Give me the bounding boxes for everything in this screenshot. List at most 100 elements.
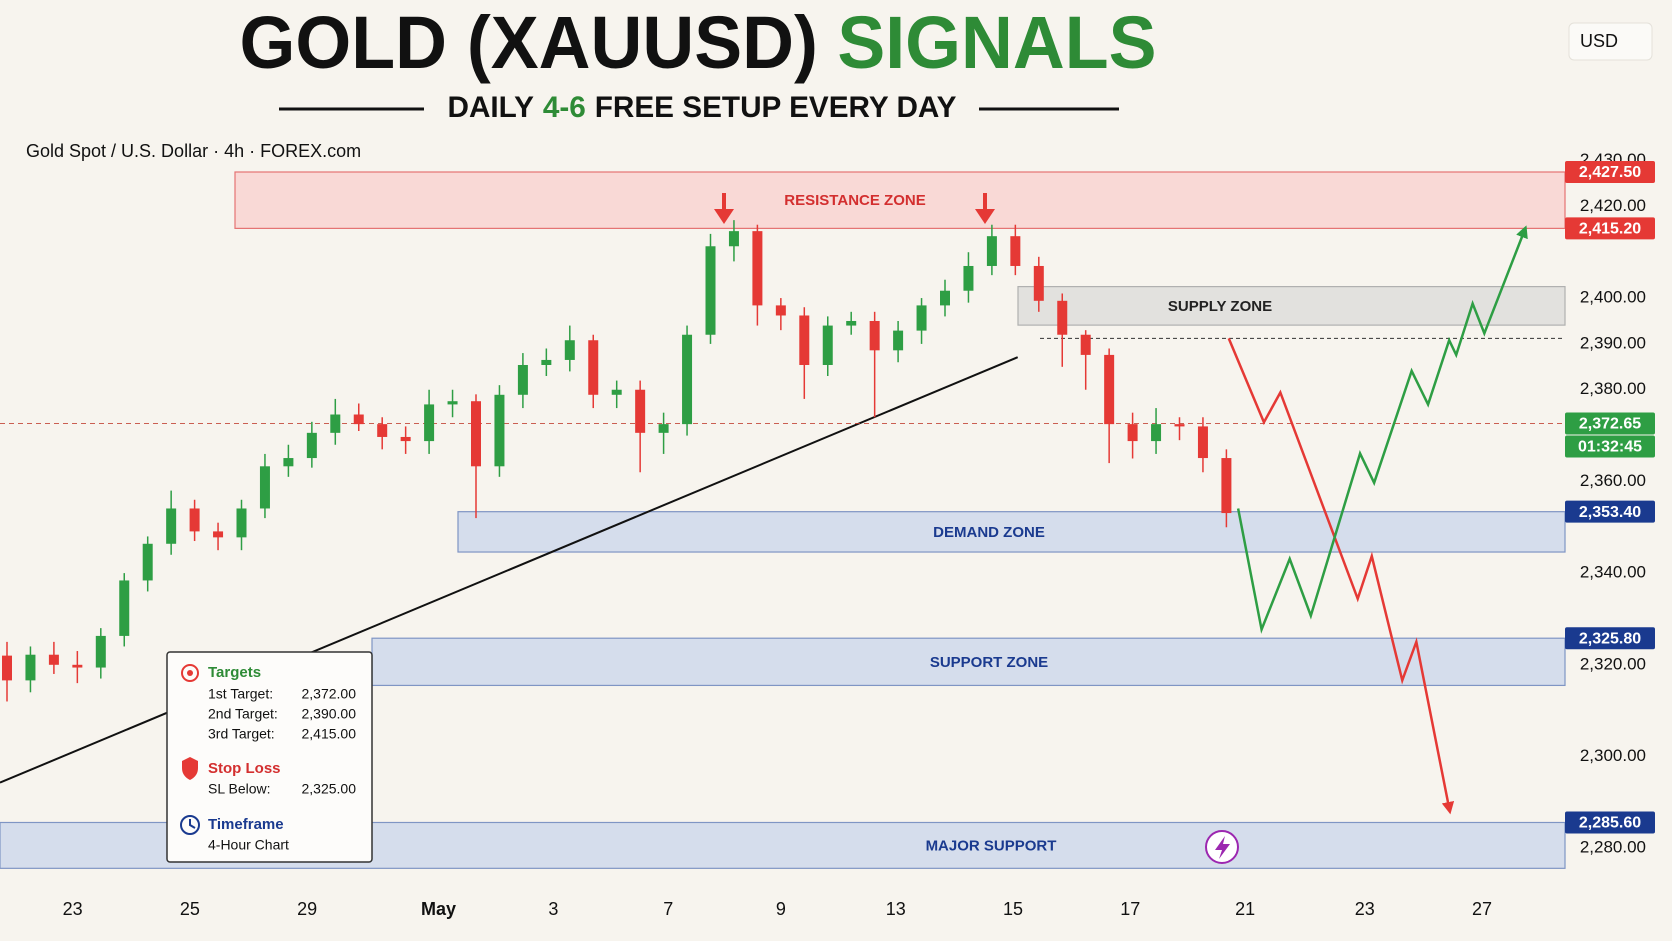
info-label: 1st Target:: [208, 686, 273, 702]
zone-label: SUPPORT ZONE: [930, 654, 1048, 671]
candle-body: [893, 330, 904, 351]
candle-body: [752, 231, 763, 306]
candle-body: [377, 424, 388, 437]
zone-label: MAJOR SUPPORT: [926, 837, 1057, 854]
candle-body: [48, 654, 59, 665]
zone-label: RESISTANCE ZONE: [784, 192, 925, 209]
zone: [371, 637, 1566, 687]
candle-body: [306, 432, 317, 459]
info-value: 2,325.00: [302, 781, 357, 797]
target-icon-dot: [187, 670, 193, 676]
candle-body: [940, 290, 950, 306]
candle-body: [213, 531, 224, 538]
candle-body: [2, 655, 12, 681]
candle-body: [564, 340, 575, 360]
info-value: 2,390.00: [302, 706, 357, 722]
price-badge-label: 2,285.60: [1579, 815, 1641, 832]
countdown-label: 01:32:45: [1578, 439, 1642, 456]
zone: [234, 171, 1566, 229]
candle-body: [658, 424, 669, 433]
title-part: SIGNALS: [837, 1, 1156, 84]
x-tick-label: 13: [886, 899, 906, 919]
candle-body: [1197, 426, 1208, 459]
clock-hands: [189, 819, 196, 829]
candle-body: [1080, 334, 1091, 355]
subtitle-part: FREE SETUP EVERY DAY: [595, 91, 957, 124]
price-badge: [1565, 161, 1655, 184]
candle-body: [283, 458, 294, 467]
price-badge: [1565, 412, 1655, 435]
x-tick-label: 23: [63, 899, 83, 919]
info-heading: Stop Loss: [208, 760, 281, 777]
price-badge-label: 2,415.20: [1579, 221, 1641, 238]
clock-icon: [180, 815, 200, 835]
price-badge-label: 2,325.80: [1579, 630, 1641, 647]
y-tick-label: 2,420.00: [1580, 196, 1646, 215]
x-tick-label: 15: [1003, 899, 1023, 919]
candle-body: [1221, 458, 1232, 514]
y-tick-label: 2,280.00: [1580, 838, 1646, 857]
currency-label[interactable]: USD: [1580, 31, 1618, 51]
candle-body: [588, 340, 599, 395]
zone-label: DEMAND ZONE: [933, 524, 1045, 541]
info-label: 4-Hour Chart: [208, 837, 289, 853]
price-badge: [1565, 217, 1655, 240]
x-tick-label: 29: [297, 899, 317, 919]
subtitle-part: 4-6: [543, 91, 586, 124]
candle-body: [635, 389, 646, 433]
y-tick-label: 2,360.00: [1580, 471, 1646, 490]
candle-body: [869, 320, 880, 351]
x-tick-label: 17: [1120, 899, 1140, 919]
candle-body: [799, 315, 810, 365]
candle-body: [846, 320, 857, 326]
symbol-info: Gold Spot / U.S. Dollar · 4h · FOREX.com: [26, 141, 361, 161]
y-tick-label: 2,400.00: [1580, 288, 1646, 307]
candle-body: [963, 265, 974, 291]
lightning-glyph: [1215, 836, 1230, 859]
candle-body: [1127, 424, 1138, 442]
price-badge-label: 2,427.50: [1579, 164, 1641, 181]
candle-body: [1010, 236, 1021, 266]
price-badge: [1565, 500, 1655, 523]
candle-body: [72, 664, 83, 668]
y-tick-label: 2,390.00: [1580, 333, 1646, 352]
price-badge: [1565, 811, 1655, 834]
info-label: SL Below:: [208, 781, 271, 797]
target-icon: [181, 664, 199, 682]
candle-body: [400, 436, 411, 442]
x-tick-label: 21: [1235, 899, 1255, 919]
info-label: 3rd Target:: [208, 726, 275, 742]
candle-body: [728, 231, 739, 247]
candle-body: [330, 414, 341, 433]
y-tick-label: 2,340.00: [1580, 563, 1646, 582]
candle-body: [494, 394, 505, 467]
candle-body: [189, 508, 200, 532]
x-tick-label: 27: [1472, 899, 1492, 919]
candle-body: [822, 325, 833, 365]
candle-body: [517, 364, 528, 395]
price-badge-label: 2,353.40: [1579, 504, 1641, 521]
candle-body: [611, 389, 622, 395]
candle-body: [1033, 265, 1044, 301]
candle-body: [424, 404, 435, 442]
title-part: GOLD (XAUUSD): [240, 1, 818, 84]
plot-area: RESISTANCE ZONE SUPPLY ZONE DEMAND ZONE SUP…: [0, 150, 1655, 919]
x-tick-label: May: [421, 899, 456, 919]
price-badge: [1565, 627, 1655, 650]
projection-path: [1236, 225, 1528, 634]
header-title: GOLD (XAUUSD)SIGNALS: [240, 1, 1157, 84]
candle-body: [119, 580, 130, 636]
projection-path: [1227, 337, 1455, 815]
shield-icon: [182, 757, 198, 780]
candle-body: [1057, 300, 1068, 335]
y-tick-label: 2,380.00: [1580, 379, 1646, 398]
x-tick-label: 9: [776, 899, 786, 919]
currency-button[interactable]: [1568, 22, 1653, 61]
price-badge-label: 2,372.65: [1579, 416, 1641, 433]
zone-label: SUPPLY ZONE: [1168, 298, 1272, 315]
x-tick-label: 25: [180, 899, 200, 919]
info-label: 2nd Target:: [208, 706, 278, 722]
subtitle-part: DAILY: [448, 91, 534, 124]
top-arrow-head: [714, 209, 734, 224]
